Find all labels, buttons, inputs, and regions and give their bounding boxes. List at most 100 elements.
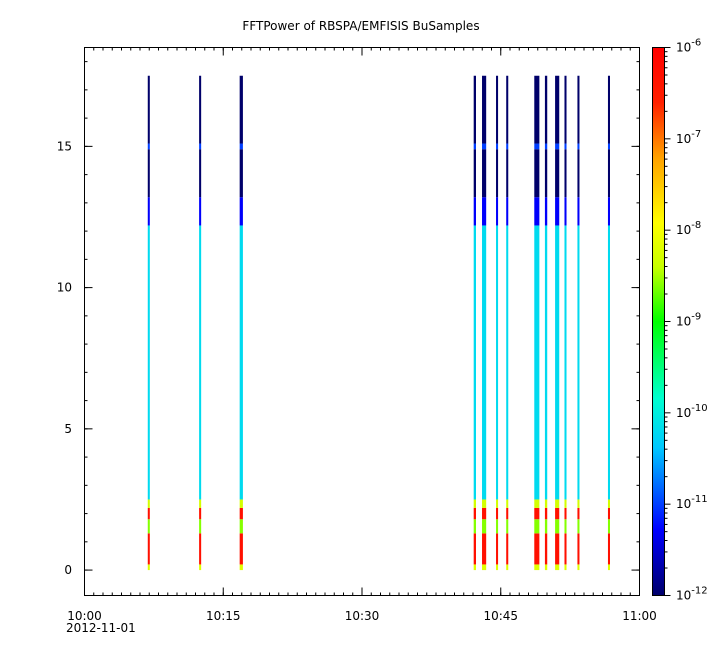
spectrogram-cell bbox=[534, 507, 540, 520]
spectrogram-cell bbox=[534, 75, 540, 144]
spectrogram-cell bbox=[473, 143, 476, 150]
spectrogram-cell bbox=[506, 197, 509, 226]
spectrogram-cell bbox=[482, 499, 487, 508]
spectrogram-cell bbox=[555, 533, 560, 565]
spectrogram-cell bbox=[147, 197, 150, 226]
spectrogram-cell bbox=[199, 149, 202, 198]
spectrogram-cell bbox=[239, 564, 243, 571]
spectrogram-cell bbox=[147, 143, 150, 150]
spectrogram-cell bbox=[482, 75, 487, 144]
spectrogram-cell bbox=[482, 149, 487, 198]
spectrogram-cell bbox=[555, 564, 560, 571]
spectrogram-cell bbox=[482, 197, 487, 226]
spectrogram-cell bbox=[473, 225, 476, 500]
spectrogram-cell bbox=[496, 149, 499, 198]
spectrogram-cell bbox=[239, 197, 243, 226]
spectrogram-cell bbox=[564, 499, 567, 508]
spectrogram-cell bbox=[577, 533, 580, 565]
spectrogram-cell bbox=[555, 519, 560, 534]
spectrogram-cell bbox=[534, 533, 540, 565]
spectrogram-cell bbox=[564, 519, 567, 534]
spectrogram-cell bbox=[534, 225, 540, 500]
spectrogram-cell bbox=[482, 143, 487, 150]
spectrogram-cell bbox=[496, 564, 499, 571]
spectrogram-cell bbox=[239, 143, 243, 150]
spectrogram-cell bbox=[577, 75, 580, 144]
x-tick-label: 10:30 bbox=[345, 609, 380, 623]
spectrogram-cell bbox=[577, 519, 580, 534]
y-tick-label: 5 bbox=[64, 422, 72, 436]
spectrogram-cell bbox=[555, 75, 560, 144]
spectrogram-cell bbox=[506, 225, 509, 500]
spectrogram-cell bbox=[147, 149, 150, 198]
spectrogram-cell bbox=[607, 225, 610, 500]
spectrogram-cell bbox=[482, 225, 487, 500]
spectrogram-cell bbox=[534, 149, 540, 198]
spectrogram-cell bbox=[506, 564, 509, 571]
spectrogram-cell bbox=[147, 499, 150, 508]
spectrogram-cell bbox=[607, 564, 610, 571]
colorbar-tick-label: 10-11 bbox=[676, 494, 708, 511]
spectrogram-cell bbox=[506, 519, 509, 534]
spectrogram-cell bbox=[473, 149, 476, 198]
spectrogram-cell bbox=[544, 533, 548, 565]
spectrogram-cell bbox=[544, 75, 548, 144]
spectrogram-cell bbox=[607, 149, 610, 198]
spectrogram-cell bbox=[473, 499, 476, 508]
x-tick-label: 10:00 bbox=[67, 609, 102, 623]
spectrogram-cell bbox=[239, 149, 243, 198]
spectrogram-cell bbox=[577, 143, 580, 150]
spectrogram-cell bbox=[239, 533, 243, 565]
spectrogram-cell bbox=[577, 225, 580, 500]
y-tick-label: 10 bbox=[57, 281, 72, 295]
spectrogram-cell bbox=[534, 519, 540, 534]
spectrogram-cell bbox=[607, 499, 610, 508]
spectrogram-cell bbox=[473, 197, 476, 226]
spectrogram-cell bbox=[564, 533, 567, 565]
spectrogram-cell bbox=[544, 507, 548, 520]
spectrogram-cell bbox=[473, 75, 476, 144]
spectrogram-cell bbox=[564, 225, 567, 500]
spectrogram-cell bbox=[199, 197, 202, 226]
spectrogram-cell bbox=[506, 499, 509, 508]
spectrogram-cell bbox=[496, 143, 499, 150]
spectrogram-cell bbox=[607, 507, 610, 520]
colorbar-tick-label: 10-12 bbox=[676, 586, 708, 603]
spectrogram-cell bbox=[534, 143, 540, 150]
spectrogram-cell bbox=[496, 533, 499, 565]
spectrogram-cell bbox=[555, 507, 560, 520]
spectrogram-cell bbox=[577, 499, 580, 508]
spectrogram-cell bbox=[199, 533, 202, 565]
y-tick-label: 15 bbox=[57, 139, 72, 153]
spectrogram-cell bbox=[555, 143, 560, 150]
spectrogram-cell bbox=[506, 533, 509, 565]
spectrogram-cell bbox=[482, 519, 487, 534]
spectrogram-cell bbox=[534, 499, 540, 508]
spectrogram-cell bbox=[239, 75, 243, 144]
spectrogram-cell bbox=[506, 507, 509, 520]
spectrogram-cell bbox=[577, 507, 580, 520]
spectrogram-cell bbox=[555, 149, 560, 198]
spectrogram-cell bbox=[482, 507, 487, 520]
spectrogram-cell bbox=[199, 75, 202, 144]
spectrogram-cell bbox=[564, 143, 567, 150]
spectrogram-cell bbox=[482, 533, 487, 565]
spectrogram-cell bbox=[239, 225, 243, 500]
spectrogram-cell bbox=[607, 519, 610, 534]
spectrogram-cell bbox=[473, 564, 476, 571]
spectrogram-cell bbox=[555, 225, 560, 500]
spectrogram-cell bbox=[506, 143, 509, 150]
spectrogram-cell bbox=[607, 197, 610, 226]
colorbar-tick-label: 10-10 bbox=[676, 403, 708, 420]
spectrogram-cell bbox=[607, 143, 610, 150]
spectrogram-cell bbox=[544, 197, 548, 226]
spectrogram-cell bbox=[607, 75, 610, 144]
spectrogram-cell bbox=[577, 149, 580, 198]
spectrogram-cell bbox=[506, 75, 509, 144]
spectrogram-cell bbox=[147, 225, 150, 500]
spectrogram-cell bbox=[496, 507, 499, 520]
colorbar-ticks: 10-6 10-7 10-8 10-9 10-10 10-11 10-12 bbox=[664, 38, 708, 603]
spectrogram-cell bbox=[147, 75, 150, 144]
spectrogram-cell bbox=[544, 519, 548, 534]
spectrogram-cell bbox=[544, 499, 548, 508]
